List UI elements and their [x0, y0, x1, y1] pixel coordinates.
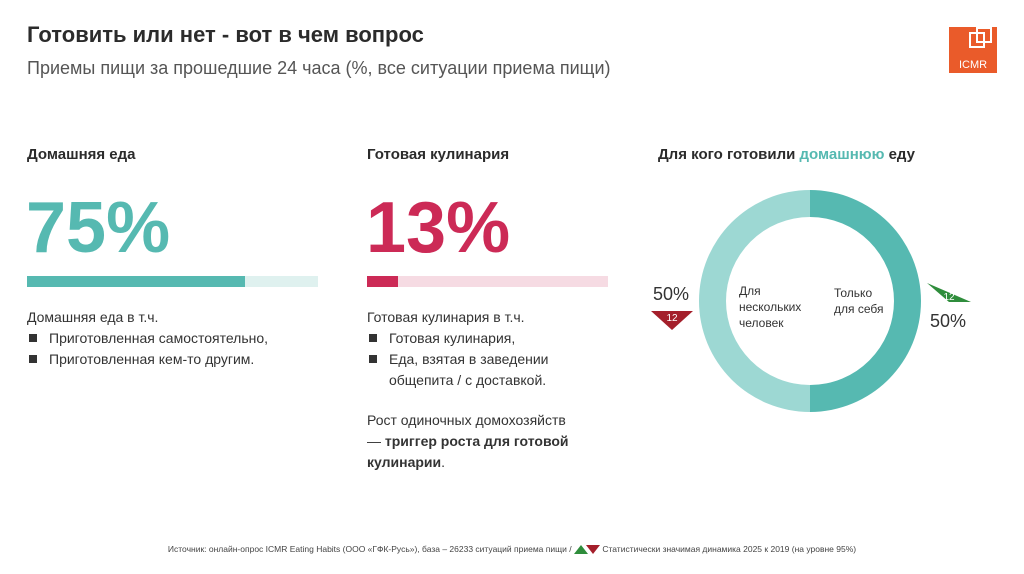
down-arrow-icon [651, 311, 693, 330]
legend-arrows-icon [573, 545, 600, 555]
donut-slice-several-people [698, 190, 810, 412]
donut-left-label: Для нескольких человек [739, 284, 802, 330]
ready-food-details: Готовая кулинария в т.ч. Готовая кулинар… [367, 307, 607, 391]
donut-heading-highlight: домашнюю [799, 146, 885, 163]
note-end: . [441, 454, 446, 470]
donut-left-value: 50% [653, 284, 689, 304]
home-food-bar-fill [27, 276, 246, 287]
home-food-intro: Домашняя еда в т.ч. [27, 309, 159, 325]
ready-food-heading: Готовая кулинария [367, 146, 510, 163]
note-plain: Рост одиночных домохозяйств — [367, 412, 566, 449]
donut-heading-end: еду [884, 146, 915, 163]
ready-food-item: Еда, взятая в заведении общепита / с дос… [367, 349, 607, 391]
logo-text: ICMR [959, 59, 987, 71]
ready-food-note: Рост одиночных домохозяйств — триггер ро… [367, 410, 572, 473]
donut-right-label: Только для себя [834, 286, 884, 316]
home-food-heading: Домашняя еда [27, 146, 136, 163]
home-food-item: Приготовленная самостоятельно, [27, 328, 337, 349]
page-subtitle: Приемы пищи за прошедшие 24 часа (%, все… [27, 58, 611, 78]
source-text: Источник: онлайн-опрос ICMR Eating Habit… [167, 544, 572, 554]
ready-food-bar-fill [367, 276, 399, 287]
ready-food-bar [367, 276, 608, 287]
donut-heading-start: Для кого готовили [658, 146, 800, 163]
ready-food-intro: Готовая кулинария в т.ч. [367, 309, 525, 325]
donut-left-change: 12 [666, 313, 678, 324]
home-food-details: Домашняя еда в т.ч. Приготовленная самос… [27, 307, 337, 370]
donut-right-value: 50% [930, 311, 966, 331]
donut-chart: 50% 12 12 50% [651, 190, 971, 412]
source-footnote: Источник: онлайн-опрос ICMR Eating Habit… [0, 544, 1024, 555]
home-food-bar [27, 276, 318, 287]
legend-text: Статистически значимая динамика 2025 к 2… [602, 544, 857, 554]
donut-right-change: 12 [943, 292, 955, 303]
donut-heading: Для кого готовили домашнюю еду [658, 146, 915, 163]
home-food-value: 75% [26, 188, 171, 268]
home-food-item: Приготовленная кем-то другим. [27, 349, 337, 370]
up-arrow-icon [927, 283, 971, 302]
note-bold: триггер роста для готовой кулинарии [367, 433, 569, 470]
donut-slice-only-self [810, 190, 921, 412]
ready-food-item: Готовая кулинария, [367, 328, 607, 349]
ready-food-value: 13% [366, 188, 511, 268]
page-title: Готовить или нет - вот в чем вопрос [27, 22, 424, 47]
icmr-logo: ICMR [949, 27, 997, 73]
